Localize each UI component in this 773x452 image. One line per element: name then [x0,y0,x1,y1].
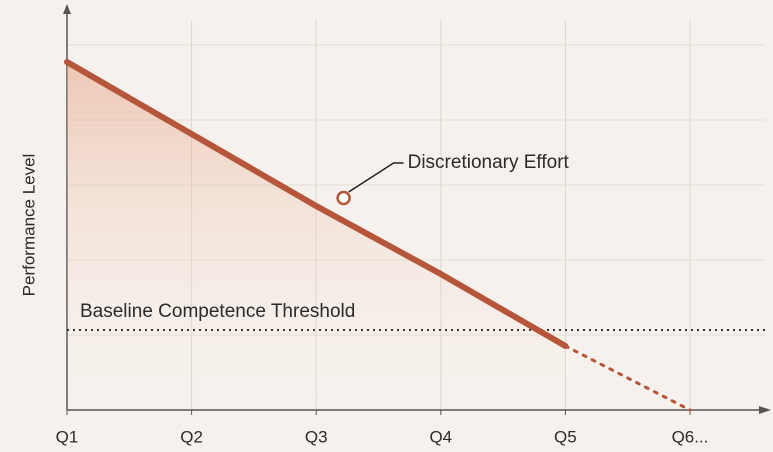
page: Performance Level Q1 Q2 Q3 Q4 Q5 Q6... Baselin… [0,0,773,452]
y-axis-label: Performance Level [19,154,38,297]
x-tick-label: Q5 [554,427,577,446]
x-tick-label: Q4 [429,427,452,446]
x-tick-label: Q2 [180,427,203,446]
chart: Performance Level Q1 Q2 Q3 Q4 Q5 Q6... Baselin… [0,0,773,452]
x-tick-label: Q3 [305,427,328,446]
threshold-label: Baseline Competence Threshold [80,301,355,322]
x-tick-label: Q6... [672,427,709,446]
x-tick-label: Q1 [56,427,79,446]
annotation-text: Discretionary Effort [408,152,570,173]
annotation-marker [338,192,350,204]
